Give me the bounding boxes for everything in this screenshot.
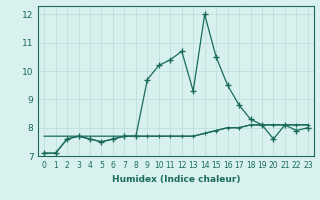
X-axis label: Humidex (Indice chaleur): Humidex (Indice chaleur) <box>112 175 240 184</box>
